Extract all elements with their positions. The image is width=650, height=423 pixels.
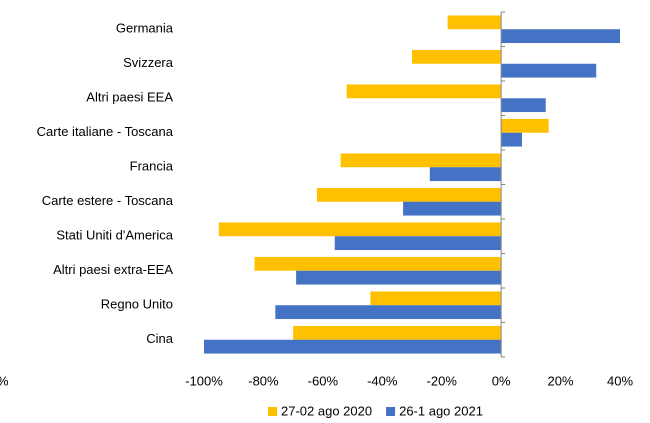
bar [429,167,502,182]
bar [447,15,502,30]
bar [316,187,502,202]
bar [501,29,620,44]
bar [334,236,502,251]
bar [501,132,522,147]
annotation: % [0,373,9,388]
x-tick-label: -40% [367,373,398,388]
y-tick-label: Carte estere - Toscana [42,193,174,208]
y-tick-label: Regno Unito [101,297,173,312]
x-tick-label: -80% [248,373,279,388]
y-tick-label: Carte italiane - Toscana [37,124,174,139]
legend-label: 26-1 ago 2021 [399,403,483,418]
x-tick-label: 0% [492,373,511,388]
legend-swatch [386,407,396,416]
bar [403,201,502,216]
x-tick-label: -100% [185,373,223,388]
legend-swatch [268,407,277,416]
bar [275,305,502,320]
x-tick-label: -60% [308,373,339,388]
y-tick-label: Svizzera [123,55,174,70]
y-tick-label: Germania [116,21,174,36]
legend-label: 27-02 ago 2020 [281,403,372,418]
y-tick-label: Cina [146,331,174,346]
bar [218,222,502,237]
bar [501,118,549,133]
bar [204,339,502,354]
y-tick-label: Altri paesi EEA [86,90,173,105]
bar [340,153,502,168]
bar [296,270,502,285]
bar [346,84,502,99]
bar [370,291,502,306]
bar [501,63,597,78]
bar [412,49,502,64]
x-tick-label: -20% [427,373,458,388]
bar [501,98,546,113]
x-tick-label: 20% [548,373,574,388]
y-tick-label: Altri paesi extra-EEA [53,262,173,277]
y-tick-label: Francia [130,159,174,174]
x-tick-label: 40% [607,373,633,388]
bar [254,256,502,271]
y-tick-label: Stati Uniti d'America [56,228,173,243]
bar [293,325,502,340]
